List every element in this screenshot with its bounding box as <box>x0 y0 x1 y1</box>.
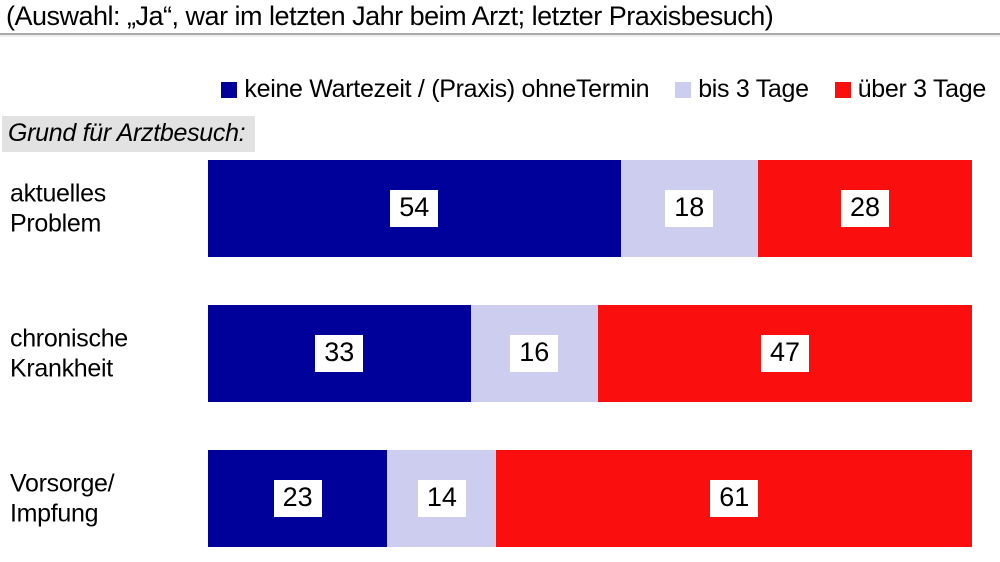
bar-segment-over-3-days: 47 <box>597 305 972 402</box>
category-label: aktuelles Problem <box>10 178 106 239</box>
category-label-line: Impfung <box>10 499 99 528</box>
bar-row-aktuelles-problem: aktuelles Problem 54 18 28 <box>0 160 1000 257</box>
bar-segment-no-wait: 33 <box>208 305 471 402</box>
bar-segment-up-to-3-days: 18 <box>620 160 759 257</box>
legend-item-up-to-3-days: bis 3 Tage <box>675 75 809 104</box>
value-label: 28 <box>840 190 890 227</box>
value-label: 16 <box>510 335 559 372</box>
legend-label: bis 3 Tage <box>698 75 809 103</box>
chart-subtitle: (Auswahl: „Ja“, war im letzten Jahr beim… <box>6 1 774 31</box>
value-label: 18 <box>665 190 714 227</box>
bar-row-vorsorge-impfung: Vorsorge/ Impfung 23 14 61 <box>0 450 1000 547</box>
value-label: 33 <box>315 335 364 372</box>
category-label: Vorsorge/ Impfung <box>10 468 115 529</box>
chart-legend: keine Wartezeit / (Praxis) ohneTermin bi… <box>0 75 986 104</box>
bar-segment-no-wait: 54 <box>208 160 621 257</box>
stacked-bar: 54 18 28 <box>208 160 972 257</box>
legend-label: über 3 Tage <box>857 75 987 103</box>
value-label: 14 <box>417 480 466 517</box>
value-label: 54 <box>390 190 439 227</box>
category-label-line: chronische <box>10 324 128 352</box>
legend-swatch-dark-blue-icon <box>221 81 238 98</box>
bar-row-chronische-krankheit: chronische Krankheit 33 16 47 <box>0 305 1000 402</box>
category-label: chronische Krankheit <box>10 323 128 384</box>
category-label-line: Vorsorge/ <box>10 469 115 497</box>
category-label-line: Problem <box>10 209 101 238</box>
value-label: 61 <box>710 480 759 517</box>
category-label-line: aktuelles <box>10 179 106 207</box>
legend-item-over-3-days: über 3 Tage <box>834 75 987 104</box>
category-label-line: Krankheit <box>10 354 113 383</box>
divider-line <box>0 33 1000 37</box>
bar-segment-over-3-days: 61 <box>496 450 972 547</box>
section-label: Grund für Arztbesuch: <box>2 116 256 152</box>
bar-segment-up-to-3-days: 16 <box>470 305 598 402</box>
stacked-bar: 23 14 61 <box>208 450 972 547</box>
stacked-bar: 33 16 47 <box>208 305 972 402</box>
bar-segment-no-wait: 23 <box>208 450 388 547</box>
legend-label: keine Wartezeit / (Praxis) ohneTermin <box>244 75 650 103</box>
bar-segment-up-to-3-days: 14 <box>387 450 497 547</box>
value-label: 47 <box>760 335 809 372</box>
bar-segment-over-3-days: 28 <box>758 160 972 257</box>
legend-swatch-light-blue-icon <box>675 81 692 98</box>
legend-swatch-red-icon <box>834 81 851 98</box>
legend-item-no-wait: keine Wartezeit / (Praxis) ohneTermin <box>221 75 649 104</box>
value-label: 23 <box>273 480 322 517</box>
